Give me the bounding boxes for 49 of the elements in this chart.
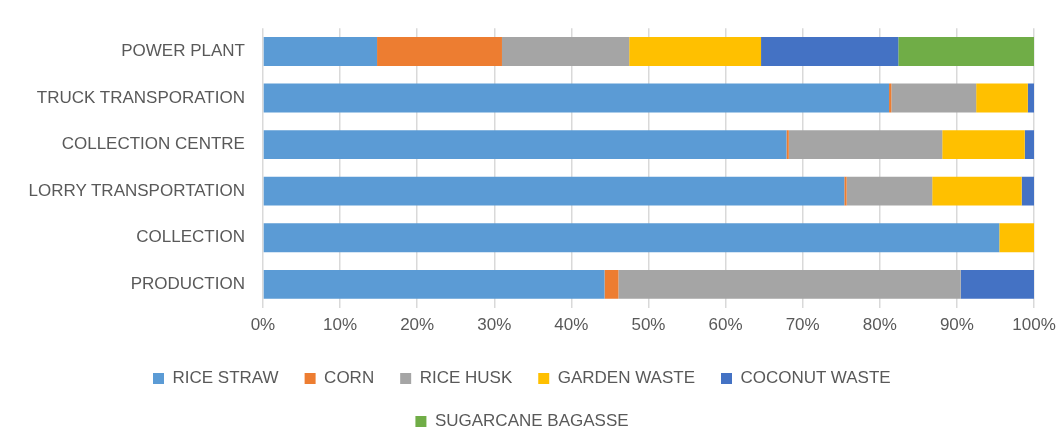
y-tick-label: PRODUCTION <box>130 274 245 293</box>
bar <box>1024 130 1034 160</box>
bar <box>629 37 762 66</box>
legend-label: RICE HUSK <box>419 368 513 388</box>
y-tick-label: POWER PLANT <box>121 41 245 61</box>
legend-label: SUGARCANE BAGASSE <box>434 411 629 431</box>
x-tick-label: 70% <box>785 315 820 335</box>
y-tick-label: COLLECTION <box>136 227 245 247</box>
bar <box>263 223 1000 253</box>
x-tick-label: 0% <box>250 315 276 335</box>
y-tick-label: COLLECTION CENTRE <box>61 134 245 154</box>
bar <box>846 176 933 206</box>
bar <box>501 37 630 66</box>
bar <box>263 269 605 299</box>
y-tick-label: TRUCK TRANSPORATION <box>36 87 245 107</box>
y-tick-label: LORRY TRANSPORTATION <box>28 180 245 200</box>
bar <box>604 269 619 299</box>
bar <box>786 130 789 160</box>
x-tick-label: 10% <box>323 315 358 335</box>
legend-label: RICE STRAW <box>172 368 279 388</box>
bar <box>1021 176 1034 206</box>
x-tick-label: 90% <box>939 315 974 335</box>
x-tick-label: 60% <box>708 315 743 335</box>
legend-label: CORN <box>324 368 375 388</box>
bar <box>999 223 1034 253</box>
bar <box>942 130 1025 160</box>
bar <box>618 269 961 299</box>
legend-label: COCONUT WASTE <box>740 368 891 388</box>
bar <box>976 83 1028 113</box>
bar <box>761 37 899 66</box>
bar <box>960 269 1034 299</box>
x-tick-label: 40% <box>554 315 589 335</box>
bar <box>844 176 847 206</box>
bar <box>898 37 1034 66</box>
legend-label: GARDEN WASTE <box>557 368 696 388</box>
bar <box>263 130 787 160</box>
bar <box>891 83 977 113</box>
x-tick-label: 100% <box>1012 315 1056 335</box>
bar <box>263 83 890 113</box>
bar <box>377 37 502 66</box>
bar <box>263 176 845 206</box>
x-tick-label: 30% <box>477 315 512 335</box>
x-tick-label: 20% <box>400 315 435 335</box>
x-tick-label: 50% <box>631 315 666 335</box>
x-tick-label: 80% <box>862 315 897 335</box>
bar <box>1027 83 1034 113</box>
bar <box>932 176 1022 206</box>
bar <box>788 130 943 160</box>
bar <box>263 37 378 66</box>
